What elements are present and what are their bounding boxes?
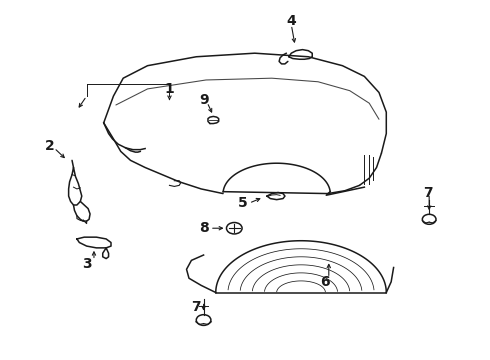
Text: 6: 6	[320, 275, 330, 289]
Text: 7: 7	[423, 185, 433, 199]
Text: 9: 9	[199, 93, 208, 107]
Text: 2: 2	[45, 139, 55, 153]
Text: 7: 7	[192, 300, 201, 314]
Text: 1: 1	[165, 82, 174, 96]
Text: 5: 5	[238, 196, 247, 210]
Text: 3: 3	[82, 257, 92, 271]
Text: 4: 4	[287, 14, 296, 28]
Text: 8: 8	[199, 221, 208, 235]
